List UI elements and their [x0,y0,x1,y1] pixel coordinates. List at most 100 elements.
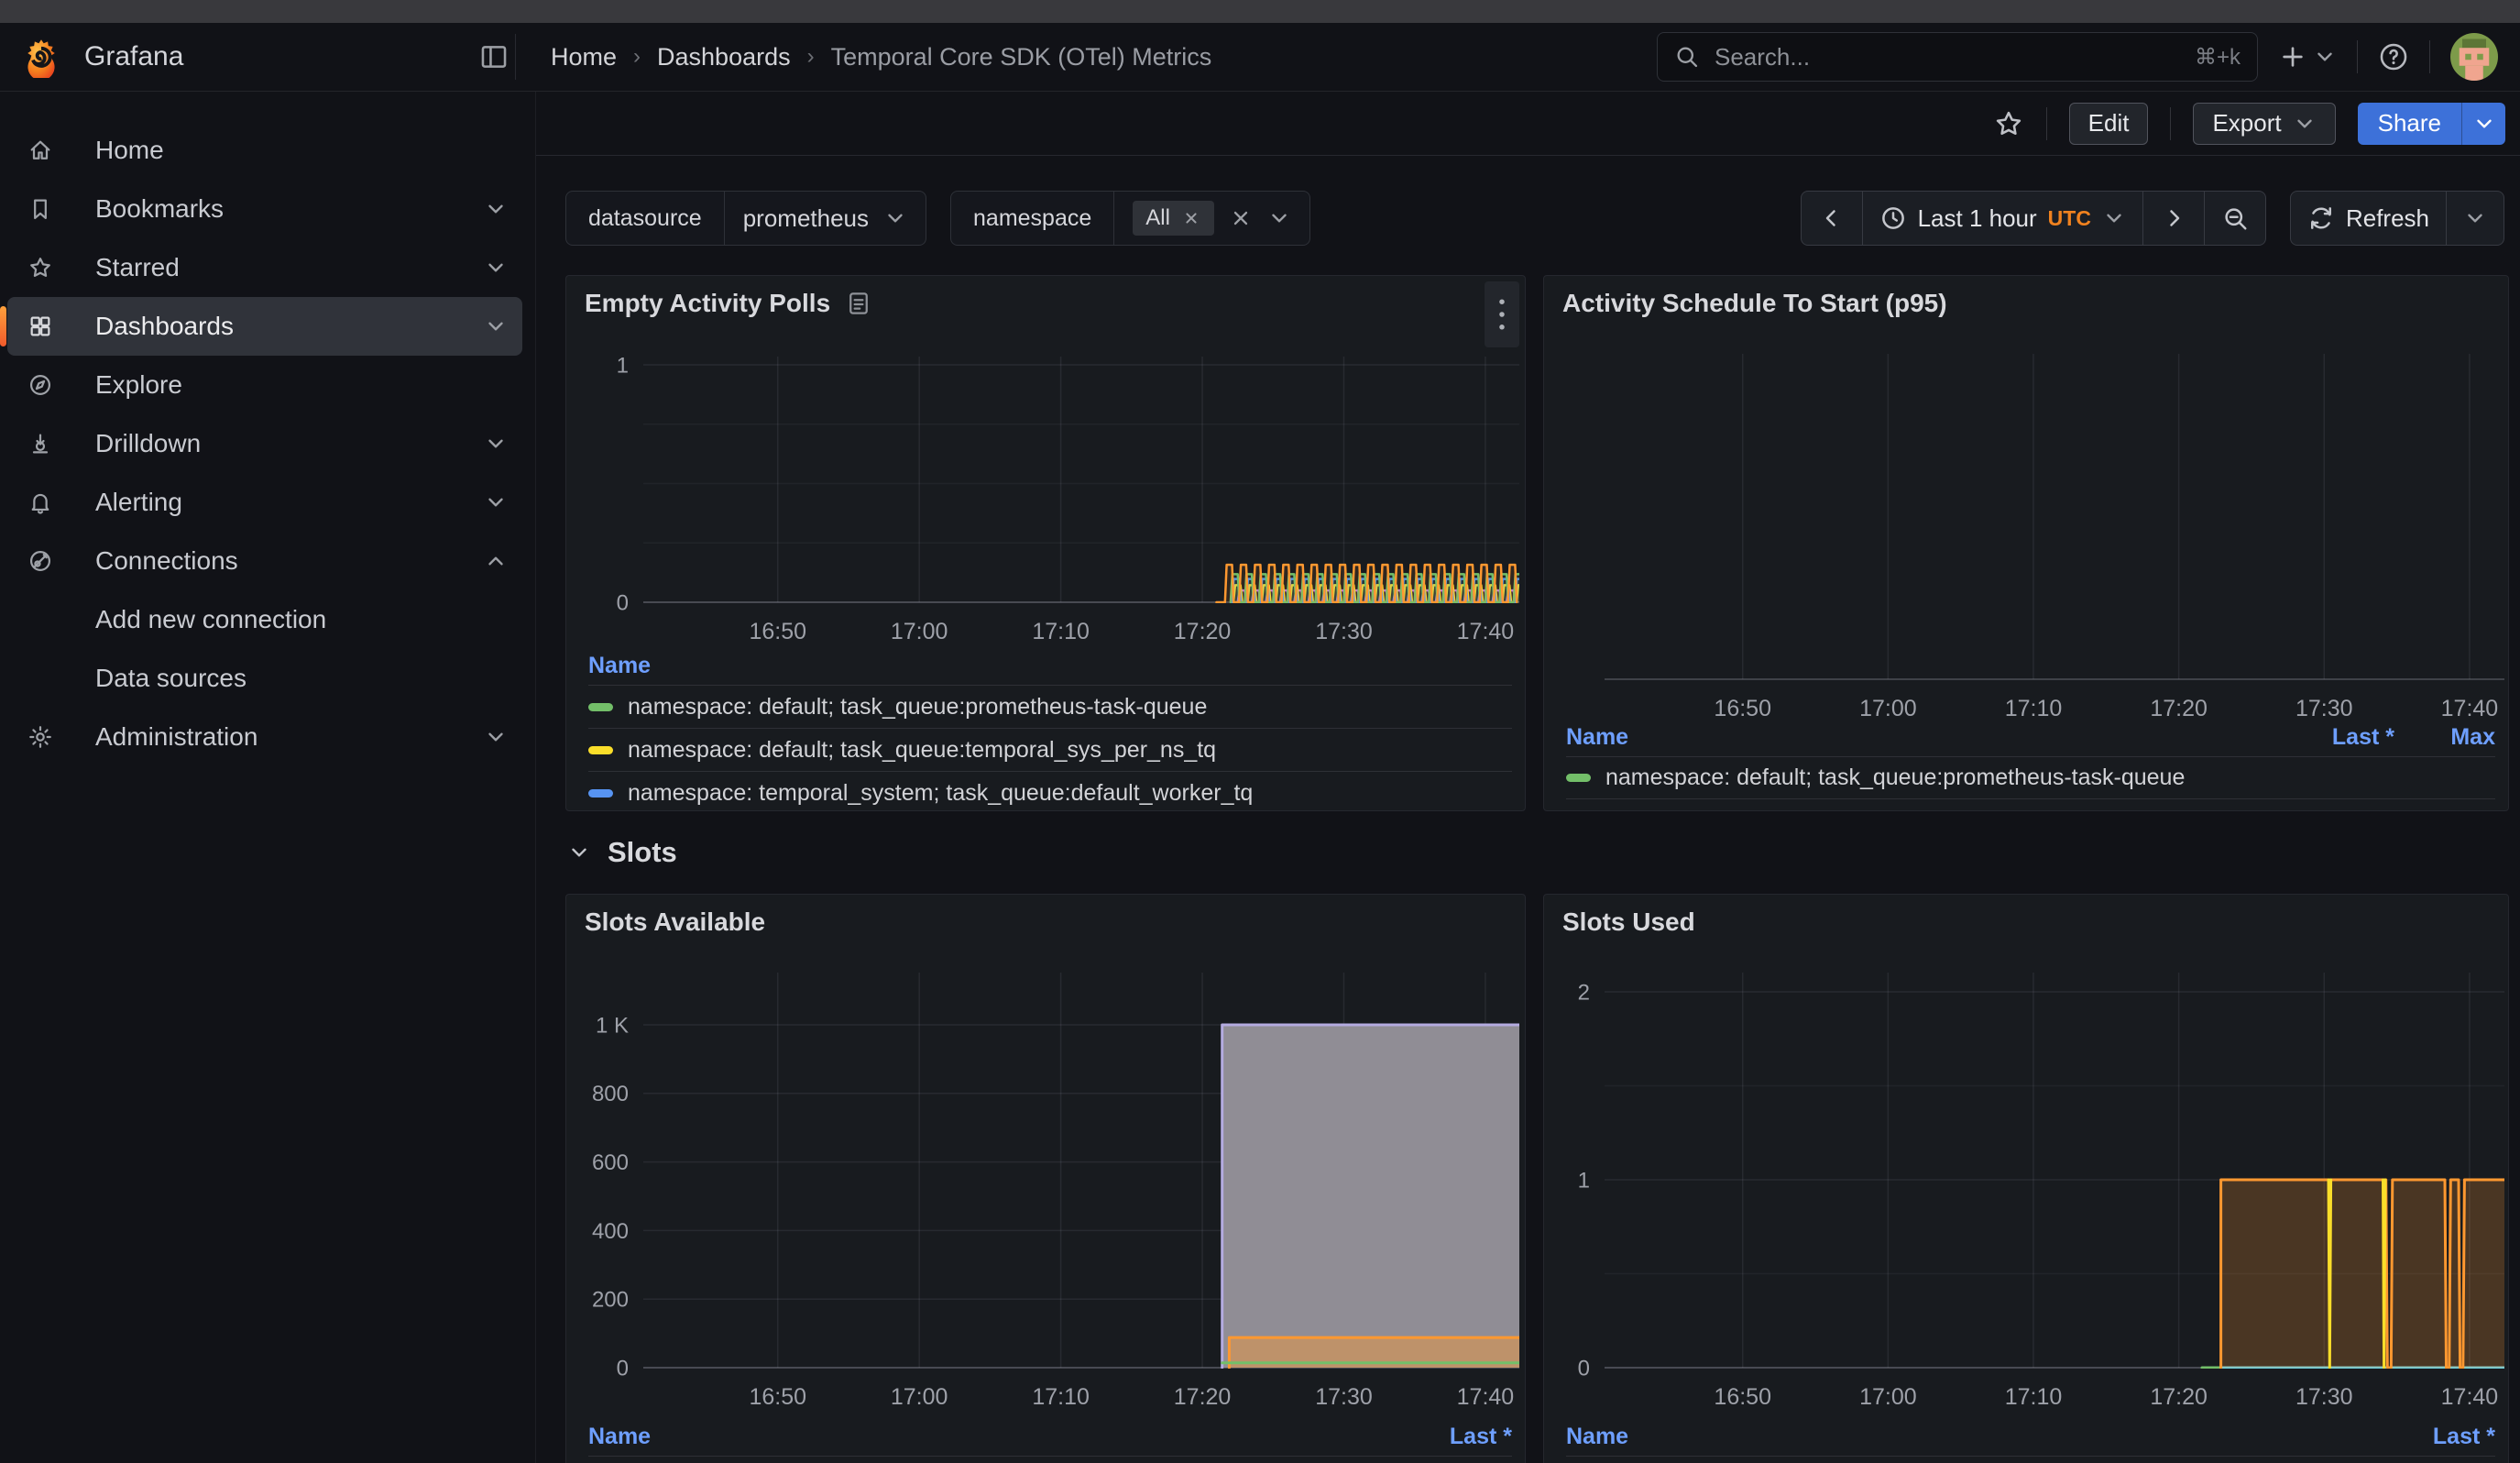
legend-name-column[interactable]: Name [1566,723,1629,750]
refresh-interval-caret-button[interactable] [2446,192,2504,245]
time-zoom-out-button[interactable] [2203,192,2265,245]
sidebar-item-drilldown[interactable]: Drilldown [7,414,522,473]
breadcrumb-home[interactable]: Home [551,42,618,71]
active-item-accent [0,306,6,346]
svg-text:17:10: 17:10 [2005,696,2063,716]
clear-all-icon[interactable] [1229,206,1253,230]
legend-row[interactable]: namespace: default; task_queue:temporal_… [588,728,1512,771]
refresh-controls: Refresh [2289,191,2504,246]
namespace-chip-text: All [1145,205,1170,230]
share-menu-caret-button[interactable] [2461,102,2505,145]
chevron-down-icon [2468,214,2482,223]
legend-header: Name Last * Max [1566,718,2495,756]
legend-row[interactable]: namespace: default; task_queue:prometheu… [588,685,1512,728]
search-input[interactable]: Search... ⌘+k [1657,32,2258,82]
legend-row[interactable]: namespace: temporal_system; task_queue:d… [588,771,1512,810]
sidebar-item-add-new-connection[interactable]: Add new connection [7,590,522,649]
series-label: namespace: default; task_queue:prometheu… [1605,764,2186,790]
datasource-variable-value[interactable]: prometheus [725,192,926,245]
header-divider [2357,40,2358,73]
svg-text:17:00: 17:00 [891,1384,948,1410]
empty-activity-polls-chart[interactable]: 0 1 16:50 17:00 17:10 17:20 17:30 17:40 [566,276,1525,652]
svg-text:17:30: 17:30 [2295,696,2353,716]
header-left: Grafana [20,36,515,78]
svg-text:0: 0 [617,1356,629,1380]
sidebar-item-starred[interactable]: Starred [7,238,522,297]
app-header: Grafana Home › Dashboards › Temporal Cor… [0,23,2520,92]
main-content: Edit Export Share datasource prometheus [536,92,2520,1463]
export-button[interactable]: Export [2193,102,2336,145]
svg-text:17:00: 17:00 [1859,1384,1917,1410]
svg-text:400: 400 [592,1219,629,1244]
refresh-icon [2310,207,2331,229]
legend-name-column[interactable]: Name [588,652,652,678]
sidebar-item-administration[interactable]: Administration [7,708,522,766]
refresh-button[interactable]: Refresh [2291,192,2446,245]
legend-name-column[interactable]: Name [1566,1423,1629,1449]
time-shift-back-button[interactable] [1802,192,1862,245]
panel-title[interactable]: Slots Available [585,908,765,937]
edit-button[interactable]: Edit [2068,102,2149,145]
search-shortcut-hint: ⌘+k [2194,44,2241,70]
sidebar-item-bookmarks[interactable]: Bookmarks [7,180,522,238]
star-icon [27,255,64,280]
breadcrumb-dashboards[interactable]: Dashboards [657,42,791,71]
bell-icon [27,490,64,515]
user-avatar[interactable] [2450,33,2498,81]
panel-legend: Name namespace: default; task_queue:prom… [588,646,1512,810]
add-new-button[interactable] [2278,42,2337,72]
chevron-down-icon [888,214,903,223]
time-shift-forward-button[interactable] [2142,192,2204,245]
legend-max-column[interactable]: Max [2450,723,2495,750]
panel-title[interactable]: Activity Schedule To Start (p95) [1562,289,1947,318]
avatar-image [2450,33,2498,81]
sidebar-item-data-sources[interactable]: Data sources [7,649,522,708]
remove-chip-icon[interactable] [1181,208,1201,228]
panel-title[interactable]: Empty Activity Polls [585,289,872,318]
series-color-pill [588,745,613,754]
time-range-picker-button[interactable]: Last 1 hour UTC [1861,192,2142,245]
plug-connections-icon [27,548,64,574]
favorite-star-button[interactable] [1993,108,2024,139]
slots-used-chart[interactable]: 0 1 2 16:50 17:00 17:10 17:20 17:30 17:40 [1544,895,2508,1413]
panel-title[interactable]: Slots Used [1562,908,1695,937]
svg-text:17:20: 17:20 [1174,1384,1232,1410]
row-header-slots[interactable]: Slots [567,836,677,869]
legend-last-column[interactable]: Last * [1449,1423,1512,1449]
chevron-down-icon [488,263,503,272]
sidebar-item-dashboards[interactable]: Dashboards [0,297,522,356]
legend-name-column[interactable]: Name [588,1423,652,1449]
sidebar-item-label: Alerting [95,488,182,516]
panel-menu-kebab-button[interactable] [1485,281,1519,347]
legend-row[interactable]: namespace: default; task_queue:prometheu… [588,1456,1512,1463]
legend-row[interactable]: namespace: default; task_queue:prometheu… [1566,756,2495,799]
sidebar-item-label: Explore [95,370,182,399]
share-button[interactable]: Share [2357,102,2461,145]
panel-description-icon[interactable] [845,290,872,317]
sidebar-item-explore[interactable]: Explore [7,356,522,414]
slots-available-chart[interactable]: 0 200 400 600 800 1 K 16:50 17:00 17:10 17:20 17:3… [566,895,1525,1413]
share-split-button: Share [2357,102,2505,145]
sidebar-item-home[interactable]: Home [7,121,522,180]
legend-row[interactable]: namespace: default; task_queue:prometheu… [1566,1456,2495,1463]
sidebar-item-alerting[interactable]: Alerting [7,473,522,532]
svg-text:17:30: 17:30 [2295,1384,2353,1410]
svg-text:16:50: 16:50 [749,1384,806,1410]
namespace-variable-value: All [1114,192,1309,245]
search-icon [1677,47,1698,68]
svg-text:17:10: 17:10 [1032,619,1090,644]
svg-text:17:40: 17:40 [1457,1384,1515,1410]
svg-text:17:40: 17:40 [2441,1384,2499,1410]
question-circle-icon [2380,43,2407,71]
panel-legend: Name Last * namespace: default; task_que… [588,1417,1512,1463]
mega-menu-toggle-button[interactable] [473,40,515,73]
help-button[interactable] [2378,41,2409,72]
search-placeholder: Search... [1715,42,1811,71]
sidebar-item-connections[interactable]: Connections [7,532,522,590]
namespace-all-chip[interactable]: All [1133,201,1214,236]
series-color-pill [588,788,613,798]
bookmark-icon [27,196,64,222]
legend-last-column[interactable]: Last * [2331,723,2394,750]
legend-last-column[interactable]: Last * [2432,1423,2495,1449]
activity-schedule-chart[interactable]: 16:50 17:00 17:10 17:20 17:30 17:40 [1544,276,2508,716]
